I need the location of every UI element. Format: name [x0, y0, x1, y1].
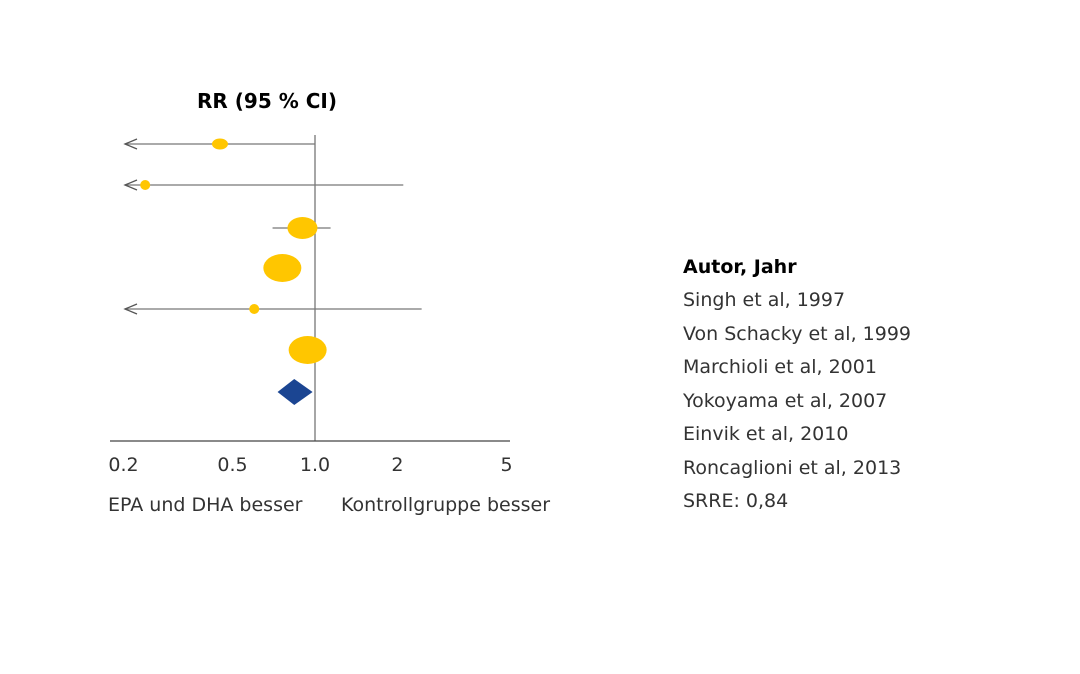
legend-study: Marchioli et al, 2001 [683, 356, 877, 378]
arrow-left-icon [123, 138, 138, 150]
right-direction-label: Kontrollgruppe besser [341, 494, 550, 516]
arrow-left-icon [123, 179, 138, 191]
x-tick-label: 0.5 [217, 454, 247, 476]
chart-title: RR (95 % CI) [197, 89, 337, 113]
study-row [288, 336, 327, 364]
legend-study: Roncaglioni et al, 2013 [683, 456, 902, 479]
summary-diamond [277, 379, 313, 405]
legend-study: Singh et al, 1997 [683, 289, 846, 311]
x-tick-label: 5 [500, 454, 512, 476]
point-estimate [249, 304, 260, 314]
x-tick-label: 0.2 [108, 454, 138, 476]
legend-study: Von Schacky et al, 1999 [683, 322, 912, 345]
legend-study: Einvik et al, 2010 [683, 423, 849, 445]
left-direction-label: EPA und DHA besser [108, 494, 303, 516]
legend-study: Yokoyama et al, 2007 [683, 389, 888, 412]
study-row [123, 303, 422, 315]
study-row [123, 179, 404, 191]
point-estimate [140, 180, 151, 190]
point-estimate [263, 254, 302, 282]
point-estimate [288, 336, 327, 364]
arrow-left-icon [123, 303, 138, 315]
point-estimate [211, 138, 228, 150]
legend-summary: SRRE: 0,84 [683, 490, 789, 512]
x-tick-label: 1.0 [300, 454, 330, 476]
legend-header: Autor, Jahr [683, 256, 797, 278]
study-row [263, 254, 302, 282]
study-row [272, 217, 331, 239]
point-estimate [287, 217, 318, 239]
x-tick-label: 2 [391, 454, 403, 476]
study-row [123, 138, 315, 150]
